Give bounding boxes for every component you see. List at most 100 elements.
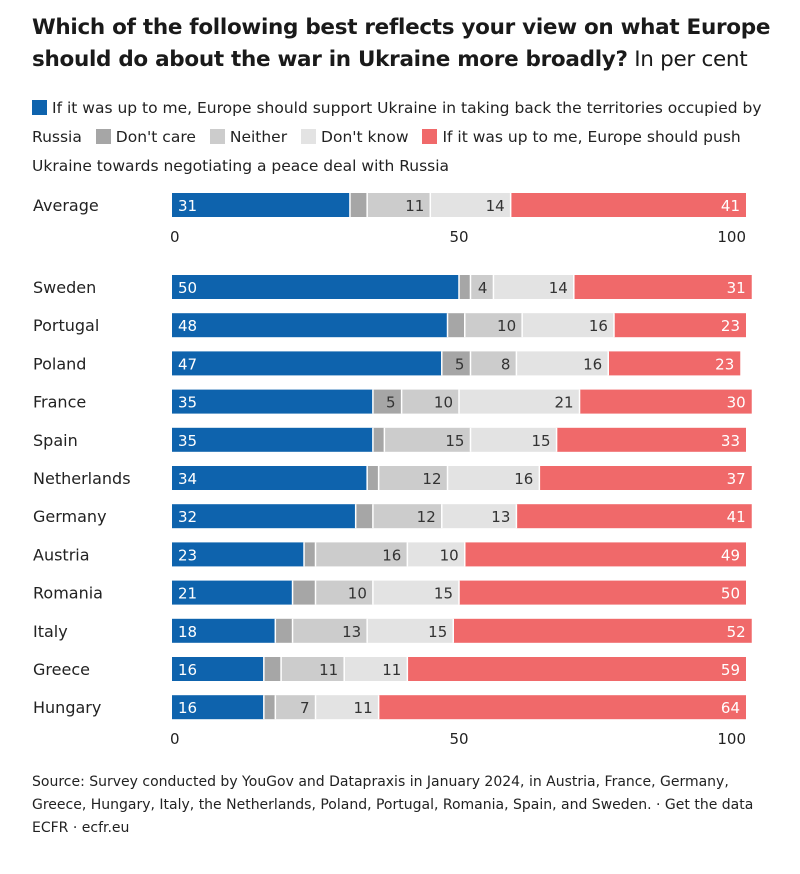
- bar-netherlands-seg-3: [447, 466, 540, 490]
- bar-poland-seg-0: [172, 351, 442, 376]
- value-label-poland-2: 8: [501, 355, 511, 373]
- bar-germany-seg-4: [516, 504, 752, 529]
- chart-unit: In per cent: [634, 47, 748, 72]
- legend-swatch-neither: [209, 129, 225, 144]
- bar-france-seg-4: [579, 389, 752, 414]
- value-label-poland-4: 23: [715, 355, 734, 373]
- value-label-germany-2: 12: [417, 508, 436, 526]
- bar-poland-seg-4: [608, 351, 741, 376]
- legend-swatch-dont-know: [301, 129, 317, 144]
- value-label-hungary-3: 11: [354, 699, 373, 717]
- bar-spain-seg-2: [384, 427, 471, 452]
- bar-romania-seg-1: [292, 580, 316, 605]
- value-label-italy-2: 13: [342, 623, 361, 641]
- bar-sweden-seg-2: [470, 275, 494, 299]
- bar-sweden-seg-0: [172, 275, 459, 299]
- bar-austria-seg-3: [407, 542, 465, 567]
- bar-hungary-seg-4: [378, 695, 746, 720]
- bar-germany-seg-1: [355, 504, 373, 529]
- legend-swatch-negotiate: [422, 129, 438, 144]
- value-label-austria-3: 10: [440, 546, 459, 564]
- bar-germany-seg-0: [172, 504, 356, 529]
- bar-poland-seg-3: [516, 351, 609, 376]
- legend-label-dont-care: Don't care: [115, 128, 196, 146]
- value-label-average-3: 14: [486, 197, 505, 215]
- value-label-france-0: 35: [178, 394, 197, 412]
- source-note: Source: Survey conducted by YouGov and D…: [32, 771, 782, 840]
- bar-italy-seg-1: [275, 618, 293, 643]
- value-label-spain-3: 15: [531, 432, 550, 450]
- value-label-sweden-3: 14: [549, 279, 568, 297]
- value-label-greece-3: 11: [382, 661, 401, 679]
- legend-label-neither: Neither: [229, 128, 288, 146]
- category-label-romania: Romania: [33, 584, 103, 603]
- legend: If it was up to me, Europe should suppor…: [32, 94, 772, 181]
- bar-spain-seg-1: [372, 427, 385, 452]
- bar-france-seg-3: [459, 389, 580, 414]
- bar-italy-seg-3: [367, 618, 454, 643]
- bar-italy-seg-4: [453, 618, 752, 643]
- value-label-average-2: 11: [405, 197, 424, 215]
- value-label-netherlands-0: 34: [178, 470, 197, 488]
- legend-label-negotiate: If it was up to me, Europe should push U…: [32, 128, 741, 175]
- bar-germany-seg-3: [441, 504, 517, 529]
- value-label-poland-1: 5: [455, 355, 465, 373]
- value-label-romania-2: 10: [348, 585, 367, 603]
- value-label-france-4: 30: [727, 394, 746, 412]
- value-label-netherlands-3: 16: [514, 470, 533, 488]
- source-text: Source: Survey conducted by YouGov and D…: [32, 774, 754, 813]
- bar-sweden-seg-4: [573, 275, 752, 299]
- bar-italy-seg-0: [172, 618, 276, 643]
- chart-title-text: Which of the following best reflects you…: [32, 15, 771, 72]
- axis-tick-label-0-0: 0: [170, 228, 180, 246]
- credit-text: ECFR · ecfr.eu: [32, 820, 130, 836]
- axis-tick-label-1-0: 0: [170, 730, 180, 748]
- category-label-average: Average: [33, 196, 99, 215]
- bar-france-seg-0: [172, 389, 373, 414]
- category-label-portugal: Portugal: [33, 316, 99, 335]
- value-label-italy-4: 52: [727, 623, 746, 641]
- value-label-germany-4: 41: [727, 508, 746, 526]
- value-label-germany-0: 32: [178, 508, 197, 526]
- bar-spain-seg-3: [470, 427, 557, 452]
- value-label-austria-4: 49: [721, 546, 740, 564]
- legend-item-dont-care: Don't care: [95, 128, 196, 146]
- value-label-germany-3: 13: [491, 508, 510, 526]
- value-label-greece-0: 16: [178, 661, 197, 679]
- bar-greece-seg-4: [407, 657, 746, 681]
- legend-swatch-support: [32, 100, 47, 115]
- value-label-spain-2: 15: [445, 432, 464, 450]
- bar-sweden-seg-3: [493, 275, 574, 299]
- value-label-spain-0: 35: [178, 432, 197, 450]
- category-label-spain: Spain: [33, 431, 78, 450]
- legend-item-support: If it was up to me, Europe should suppor…: [32, 99, 762, 146]
- bar-hungary-seg-0: [172, 695, 264, 720]
- bar-portugal-seg-4: [613, 313, 746, 338]
- legend-item-negotiate: If it was up to me, Europe should push U…: [32, 128, 741, 175]
- value-label-portugal-2: 10: [497, 317, 516, 335]
- value-label-france-3: 21: [554, 394, 573, 412]
- value-label-hungary-4: 64: [721, 699, 740, 717]
- legend-swatch-dont-care: [95, 129, 111, 144]
- category-label-italy: Italy: [33, 622, 68, 641]
- legend-label-support: If it was up to me, Europe should suppor…: [32, 99, 762, 146]
- bar-italy-seg-2: [292, 618, 368, 643]
- bar-netherlands-seg-0: [172, 466, 368, 490]
- category-label-greece: Greece: [33, 660, 90, 679]
- bar-netherlands-seg-2: [378, 466, 448, 490]
- bar-france-seg-1: [372, 389, 402, 414]
- bar-greece-seg-1: [263, 657, 282, 681]
- bar-netherlands-seg-1: [367, 466, 379, 490]
- bar-average-seg-3: [430, 193, 511, 217]
- value-label-italy-3: 15: [428, 623, 447, 641]
- value-label-sweden-0: 50: [178, 279, 197, 297]
- category-label-germany: Germany: [33, 507, 107, 526]
- chart-title: Which of the following best reflects you…: [32, 12, 772, 76]
- bar-spain-seg-0: [172, 427, 373, 452]
- bar-france-seg-2: [401, 389, 459, 414]
- bar-greece-seg-3: [344, 657, 408, 681]
- value-label-average-4: 41: [721, 197, 740, 215]
- legend-item-neither: Neither: [209, 128, 288, 146]
